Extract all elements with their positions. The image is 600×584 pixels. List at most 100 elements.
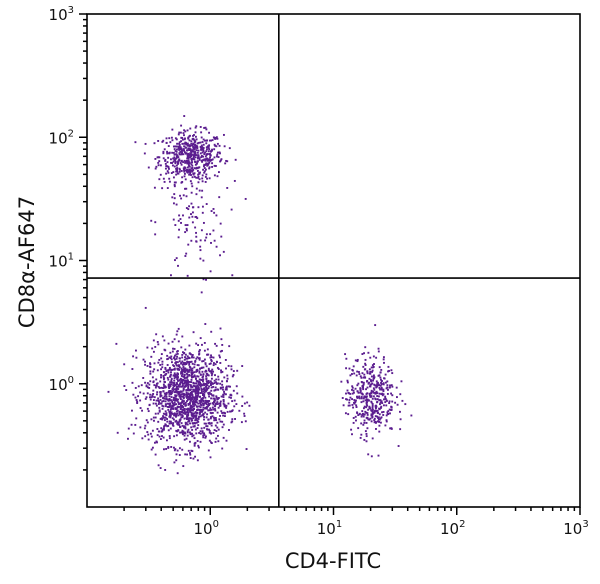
data-point bbox=[165, 439, 168, 442]
data-point bbox=[366, 398, 369, 401]
data-point bbox=[380, 368, 383, 371]
data-point bbox=[190, 167, 193, 170]
data-point bbox=[195, 167, 198, 170]
data-point bbox=[155, 404, 158, 407]
data-point bbox=[380, 388, 383, 391]
data-point bbox=[166, 376, 169, 379]
data-point bbox=[390, 369, 393, 372]
data-point bbox=[146, 421, 149, 424]
data-point bbox=[192, 356, 195, 359]
data-point bbox=[188, 352, 191, 355]
data-point bbox=[132, 355, 135, 358]
data-point bbox=[219, 160, 222, 163]
data-point bbox=[370, 366, 373, 369]
data-point bbox=[195, 382, 198, 385]
data-point bbox=[175, 364, 178, 367]
data-point bbox=[190, 413, 193, 416]
data-point bbox=[207, 409, 210, 412]
data-point bbox=[202, 382, 205, 385]
data-point bbox=[200, 196, 203, 199]
data-point bbox=[174, 420, 177, 423]
data-point bbox=[195, 162, 198, 165]
data-point bbox=[184, 361, 186, 364]
data-point bbox=[178, 147, 181, 150]
data-point bbox=[195, 412, 198, 415]
data-point bbox=[186, 398, 189, 401]
data-point bbox=[202, 406, 205, 409]
data-point bbox=[205, 370, 208, 373]
data-point bbox=[172, 218, 175, 221]
data-point bbox=[208, 166, 211, 169]
data-point bbox=[172, 422, 175, 425]
data-point bbox=[177, 219, 180, 222]
data-point bbox=[210, 241, 212, 244]
data-point bbox=[218, 405, 221, 407]
data-point bbox=[213, 164, 216, 167]
data-point bbox=[209, 417, 212, 420]
data-point bbox=[150, 355, 153, 358]
data-point bbox=[161, 360, 164, 363]
data-point bbox=[379, 399, 382, 402]
data-point bbox=[222, 400, 225, 403]
data-point bbox=[244, 420, 247, 423]
data-point bbox=[368, 405, 371, 408]
data-point bbox=[142, 377, 145, 379]
data-point bbox=[177, 391, 180, 394]
data-point bbox=[194, 126, 197, 129]
data-point bbox=[173, 449, 176, 452]
data-point bbox=[176, 412, 179, 415]
data-point bbox=[167, 446, 170, 448]
data-point bbox=[379, 378, 382, 381]
data-point bbox=[159, 380, 162, 383]
data-point bbox=[191, 419, 194, 422]
data-point bbox=[186, 166, 189, 169]
data-point bbox=[171, 388, 174, 391]
data-point bbox=[225, 406, 228, 409]
data-point bbox=[206, 413, 209, 416]
data-point bbox=[187, 161, 190, 164]
data-point bbox=[186, 129, 189, 132]
data-point bbox=[153, 362, 156, 365]
data-point bbox=[379, 384, 382, 387]
data-point bbox=[356, 360, 359, 363]
data-point bbox=[168, 137, 171, 140]
data-point bbox=[167, 171, 170, 174]
data-point bbox=[168, 398, 171, 400]
data-point bbox=[190, 153, 193, 156]
data-point bbox=[201, 394, 204, 397]
data-point bbox=[365, 393, 368, 395]
data-point bbox=[185, 357, 188, 360]
data-point bbox=[159, 393, 162, 396]
data-point bbox=[380, 405, 383, 408]
data-point bbox=[205, 425, 208, 428]
data-point bbox=[215, 344, 218, 347]
data-point bbox=[368, 368, 371, 371]
data-point bbox=[204, 159, 207, 162]
data-point bbox=[191, 435, 194, 438]
data-point bbox=[150, 418, 153, 421]
data-point bbox=[196, 160, 199, 163]
data-point bbox=[187, 155, 190, 158]
data-point bbox=[174, 394, 177, 397]
data-point bbox=[150, 435, 153, 438]
data-point bbox=[198, 412, 201, 415]
data-point bbox=[207, 422, 210, 425]
data-point bbox=[378, 424, 381, 427]
data-point bbox=[170, 406, 173, 409]
data-point bbox=[193, 408, 196, 411]
data-point bbox=[209, 233, 212, 236]
data-point bbox=[196, 151, 199, 154]
data-point bbox=[381, 402, 384, 405]
data-point bbox=[215, 396, 218, 399]
data-point bbox=[184, 369, 187, 372]
data-point bbox=[186, 154, 189, 156]
data-point bbox=[197, 154, 200, 157]
data-point bbox=[173, 185, 176, 188]
data-point bbox=[194, 377, 197, 380]
data-point bbox=[184, 413, 187, 415]
data-point bbox=[200, 387, 203, 390]
data-point bbox=[223, 390, 225, 393]
data-point bbox=[364, 358, 367, 361]
data-point bbox=[184, 160, 187, 163]
data-point bbox=[228, 345, 231, 348]
